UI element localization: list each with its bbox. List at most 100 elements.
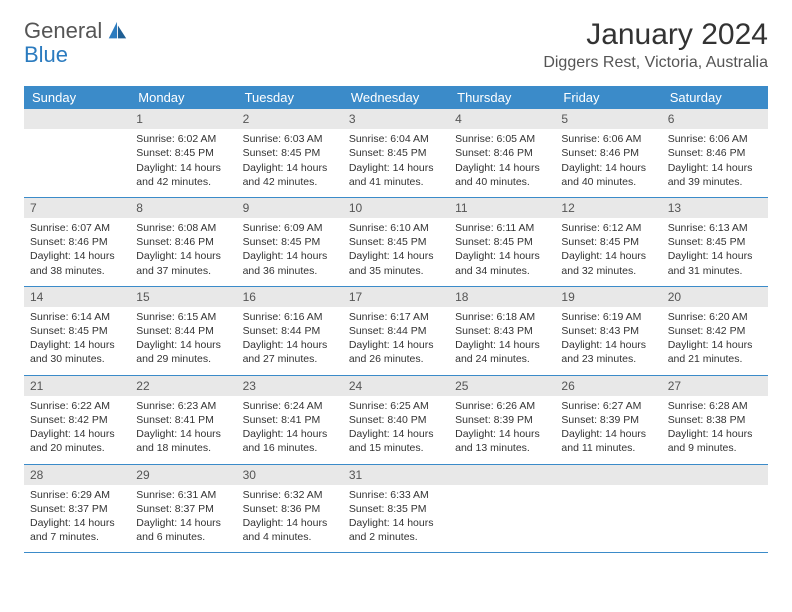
sunrise-line: Sunrise: 6:05 AM [455,132,549,146]
daylight-line: Daylight: 14 hours and 18 minutes. [136,427,230,455]
day-number: 16 [237,287,343,307]
logo-text-blue-wrap: Blue [24,42,68,68]
weekday-header: Friday [555,86,661,109]
sunset-line: Sunset: 8:39 PM [561,413,655,427]
daylight-line: Daylight: 14 hours and 6 minutes. [136,516,230,544]
sunrise-line: Sunrise: 6:11 AM [455,221,549,235]
calendar-cell: 17Sunrise: 6:17 AMSunset: 8:44 PMDayligh… [343,286,449,375]
month-title: January 2024 [543,18,768,52]
calendar-cell: 5Sunrise: 6:06 AMSunset: 8:46 PMDaylight… [555,109,661,197]
day-number: 4 [449,109,555,129]
day-number: . [662,465,768,485]
calendar-cell: 23Sunrise: 6:24 AMSunset: 8:41 PMDayligh… [237,375,343,464]
calendar-header-row: SundayMondayTuesdayWednesdayThursdayFrid… [24,86,768,109]
daylight-line: Daylight: 14 hours and 16 minutes. [243,427,337,455]
daylight-line: Daylight: 14 hours and 31 minutes. [668,249,762,277]
daylight-line: Daylight: 14 hours and 42 minutes. [136,161,230,189]
calendar-cell: 30Sunrise: 6:32 AMSunset: 8:36 PMDayligh… [237,464,343,553]
day-number: 25 [449,376,555,396]
daylight-line: Daylight: 14 hours and 20 minutes. [30,427,124,455]
sunset-line: Sunset: 8:41 PM [136,413,230,427]
sunset-line: Sunset: 8:44 PM [136,324,230,338]
daylight-line: Daylight: 14 hours and 42 minutes. [243,161,337,189]
day-number: 7 [24,198,130,218]
day-number: . [24,109,130,129]
sunrise-line: Sunrise: 6:08 AM [136,221,230,235]
sunrise-line: Sunrise: 6:31 AM [136,488,230,502]
logo-sail-icon [106,20,128,42]
weekday-header: Tuesday [237,86,343,109]
sunset-line: Sunset: 8:36 PM [243,502,337,516]
day-number: 8 [130,198,236,218]
sunset-line: Sunset: 8:45 PM [561,235,655,249]
daylight-line: Daylight: 14 hours and 35 minutes. [349,249,443,277]
day-number: 27 [662,376,768,396]
sunset-line: Sunset: 8:45 PM [30,324,124,338]
calendar-cell: 8Sunrise: 6:08 AMSunset: 8:46 PMDaylight… [130,197,236,286]
day-number: 2 [237,109,343,129]
calendar-cell: 15Sunrise: 6:15 AMSunset: 8:44 PMDayligh… [130,286,236,375]
daylight-line: Daylight: 14 hours and 21 minutes. [668,338,762,366]
sunrise-line: Sunrise: 6:17 AM [349,310,443,324]
calendar-cell: 4Sunrise: 6:05 AMSunset: 8:46 PMDaylight… [449,109,555,197]
sunrise-line: Sunrise: 6:33 AM [349,488,443,502]
day-number: 11 [449,198,555,218]
calendar-cell: 13Sunrise: 6:13 AMSunset: 8:45 PMDayligh… [662,197,768,286]
calendar-row: .1Sunrise: 6:02 AMSunset: 8:45 PMDayligh… [24,109,768,197]
sunrise-line: Sunrise: 6:12 AM [561,221,655,235]
sunrise-line: Sunrise: 6:06 AM [668,132,762,146]
day-number: 19 [555,287,661,307]
sunset-line: Sunset: 8:45 PM [349,235,443,249]
calendar-cell: 9Sunrise: 6:09 AMSunset: 8:45 PMDaylight… [237,197,343,286]
sunrise-line: Sunrise: 6:02 AM [136,132,230,146]
sunset-line: Sunset: 8:42 PM [30,413,124,427]
sunrise-line: Sunrise: 6:27 AM [561,399,655,413]
calendar-cell: . [555,464,661,553]
sunrise-line: Sunrise: 6:06 AM [561,132,655,146]
daylight-line: Daylight: 14 hours and 2 minutes. [349,516,443,544]
day-number: 22 [130,376,236,396]
sunset-line: Sunset: 8:44 PM [243,324,337,338]
sunset-line: Sunset: 8:45 PM [349,146,443,160]
daylight-line: Daylight: 14 hours and 11 minutes. [561,427,655,455]
weekday-header: Saturday [662,86,768,109]
daylight-line: Daylight: 14 hours and 41 minutes. [349,161,443,189]
calendar-cell: 14Sunrise: 6:14 AMSunset: 8:45 PMDayligh… [24,286,130,375]
calendar-cell: 16Sunrise: 6:16 AMSunset: 8:44 PMDayligh… [237,286,343,375]
calendar-cell: 18Sunrise: 6:18 AMSunset: 8:43 PMDayligh… [449,286,555,375]
day-number: 21 [24,376,130,396]
calendar-table: SundayMondayTuesdayWednesdayThursdayFrid… [24,86,768,553]
day-number: 31 [343,465,449,485]
sunset-line: Sunset: 8:35 PM [349,502,443,516]
sunrise-line: Sunrise: 6:03 AM [243,132,337,146]
logo-text-general: General [24,18,102,44]
daylight-line: Daylight: 14 hours and 4 minutes. [243,516,337,544]
sunrise-line: Sunrise: 6:28 AM [668,399,762,413]
day-number: . [449,465,555,485]
weekday-header: Monday [130,86,236,109]
daylight-line: Daylight: 14 hours and 40 minutes. [455,161,549,189]
daylight-line: Daylight: 14 hours and 23 minutes. [561,338,655,366]
calendar-row: 7Sunrise: 6:07 AMSunset: 8:46 PMDaylight… [24,197,768,286]
calendar-cell: 24Sunrise: 6:25 AMSunset: 8:40 PMDayligh… [343,375,449,464]
sunset-line: Sunset: 8:44 PM [349,324,443,338]
day-number: 17 [343,287,449,307]
calendar-cell: 29Sunrise: 6:31 AMSunset: 8:37 PMDayligh… [130,464,236,553]
calendar-row: 14Sunrise: 6:14 AMSunset: 8:45 PMDayligh… [24,286,768,375]
sunset-line: Sunset: 8:42 PM [668,324,762,338]
sunset-line: Sunset: 8:46 PM [30,235,124,249]
sunset-line: Sunset: 8:40 PM [349,413,443,427]
calendar-row: 28Sunrise: 6:29 AMSunset: 8:37 PMDayligh… [24,464,768,553]
daylight-line: Daylight: 14 hours and 37 minutes. [136,249,230,277]
day-number: 23 [237,376,343,396]
sunset-line: Sunset: 8:43 PM [455,324,549,338]
calendar-cell: 3Sunrise: 6:04 AMSunset: 8:45 PMDaylight… [343,109,449,197]
sunset-line: Sunset: 8:46 PM [668,146,762,160]
sunrise-line: Sunrise: 6:24 AM [243,399,337,413]
daylight-line: Daylight: 14 hours and 36 minutes. [243,249,337,277]
calendar-cell: 31 Sunrise: 6:33 AMSunset: 8:35 PMDayligh… [343,464,449,553]
location: Diggers Rest, Victoria, Australia [543,54,768,72]
sunrise-line: Sunrise: 6:18 AM [455,310,549,324]
sunrise-line: Sunrise: 6:09 AM [243,221,337,235]
day-number: 30 [237,465,343,485]
